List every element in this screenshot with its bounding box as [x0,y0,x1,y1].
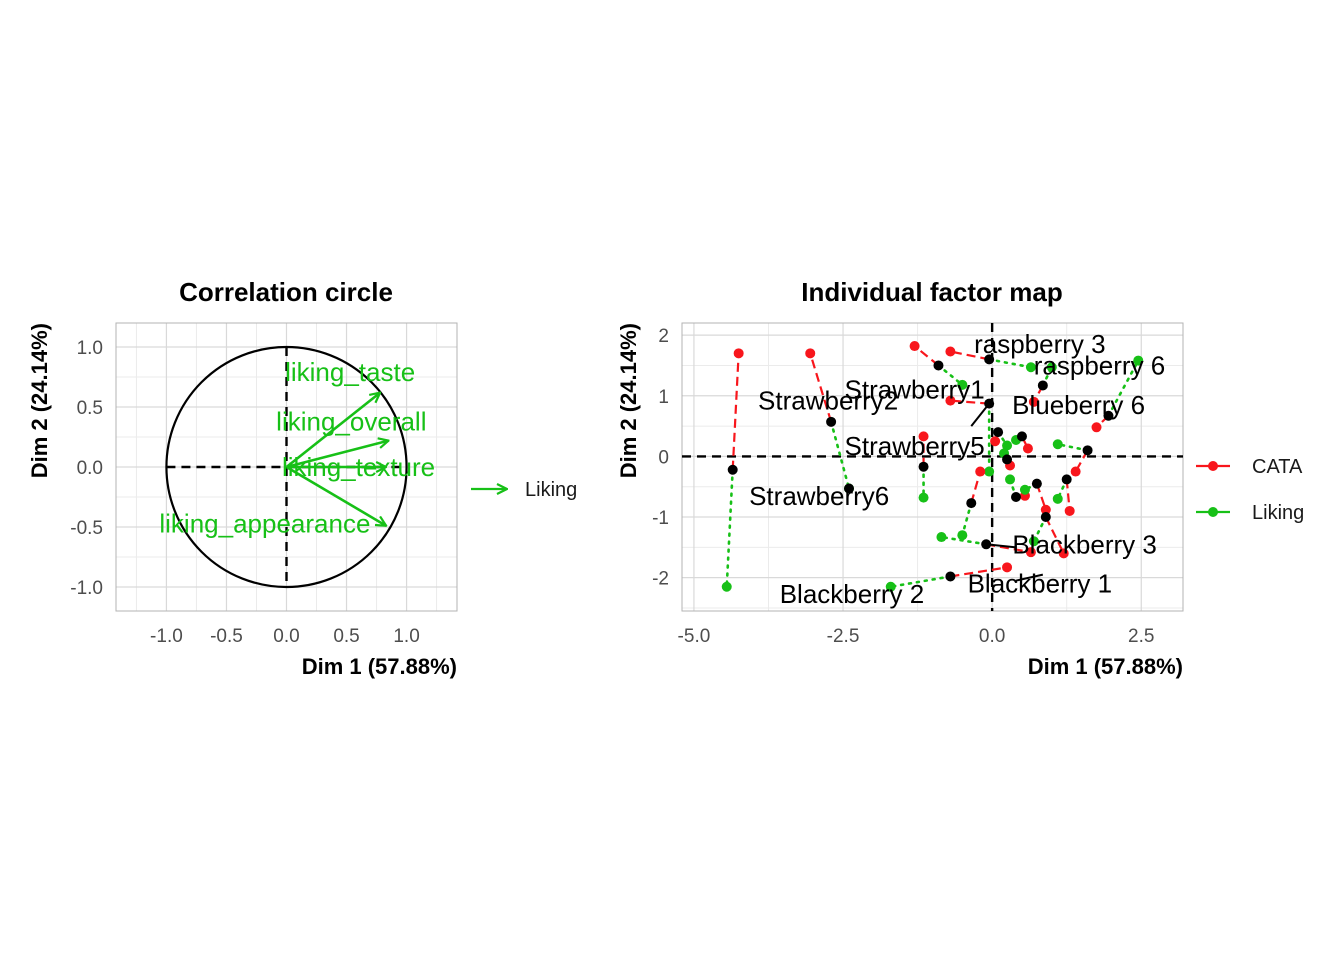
individual-mean-point [933,360,943,370]
cata-point [975,467,985,477]
individual-mean-point [993,427,1003,437]
left-legend-label: Liking [525,479,577,501]
vector-label-liking-appearance: liking_appearance [159,508,370,538]
right-x-tick-label: 0.0 [979,626,1005,647]
right-x-tick-label: 2.5 [1128,626,1154,647]
individual-mean-point [919,462,929,472]
individual-label: Strawberry1 [845,375,985,405]
right-y-tick-label: 1 [658,387,669,408]
left-x-axis-label: Dim 1 (57.88%) [302,654,457,679]
individual-mean-point [1002,454,1012,464]
individual-label: raspberry 6 [1034,350,1166,380]
right-y-tick-label: -1 [652,508,669,529]
left-x-tick-label: -0.5 [210,626,243,647]
left-y-tick-label: 1.0 [77,338,103,359]
cata-point [945,346,955,356]
cata-segment [733,353,739,469]
individual-mean-point [966,498,976,508]
vector-label-liking-texture: liking_texture [282,452,435,482]
left-x-tick-label: 0.0 [273,626,299,647]
vector-label-liking-overall: liking_overall [276,406,426,436]
legend-item-liking: Liking [1196,502,1304,524]
liking-point [1053,494,1063,504]
liking-segment [989,359,1031,367]
legend-item-cata: CATA [1196,456,1303,478]
vector-label-liking-taste: liking_taste [285,357,415,387]
cata-point [1071,467,1081,477]
individual-label: Strawberry6 [749,481,889,511]
left-y-tick-label: 0.0 [77,458,103,479]
label-leader-line [971,404,989,426]
left-chart-marks: liking_taste liking_overall liking_texture… [159,347,435,587]
liking-point [1020,485,1030,495]
individual-mean-point [1041,512,1051,522]
liking-point [1005,474,1015,484]
liking-point [722,582,732,592]
individual-label: Blackberry 1 [968,569,1113,599]
right-x-axis-label: Dim 1 (57.88%) [1028,654,1183,679]
right-y-axis-label: Dim 2 (24.14%) [616,323,641,478]
cata-point [910,341,920,351]
left-x-tick-label: -1.0 [150,626,183,647]
right-y-tick-label: 2 [658,326,669,347]
individual-label: Blackberry 2 [780,579,925,609]
left-x-tick-label: 1.0 [393,626,419,647]
liking-point [919,493,929,503]
cata-point [1023,444,1033,454]
cata-point [990,436,1000,446]
left-x-tick-label: 0.5 [333,626,359,647]
right-x-tick-label: -2.5 [827,626,860,647]
left-y-axis-label: Dim 2 (24.14%) [27,323,52,478]
liking-point [1053,439,1063,449]
right-y-tick-label: 0 [658,447,669,468]
right-x-tick-label: -5.0 [678,626,711,647]
legend-label-cata: CATA [1252,456,1303,478]
right-legend: CATA Liking [1196,456,1304,524]
liking-point [957,530,967,540]
cata-point [805,348,815,358]
left-chart-title: Correlation circle [179,277,393,307]
liking-segment [727,470,733,587]
individual-label: Strawberry5 [845,431,985,461]
individual-mean-point [826,417,836,427]
right-chart-title: Individual factor map [801,277,1063,307]
cata-point [1065,506,1075,516]
liking-point [936,532,946,542]
liking-legend-dot-icon [1208,507,1218,517]
individual-mean-point [1083,445,1093,455]
individual-mean-point [1062,474,1072,484]
individual-mean-point [945,571,955,581]
individual-mean-point [1017,431,1027,441]
liking-segment [962,503,971,535]
legend-label-liking: Liking [1252,502,1304,524]
individual-label: Blackberry 3 [1012,529,1157,559]
individual-factor-map-panel: Individual factor map Strawberry2Strawbe… [616,277,1304,679]
individual-mean-point [728,465,738,475]
left-y-tick-label: -1.0 [70,578,103,599]
cata-point [734,348,744,358]
left-y-tick-label: 0.5 [77,398,103,419]
left-legend: Liking [471,479,577,501]
individual-label: Blueberry 6 [1012,390,1145,420]
left-y-tick-label: -0.5 [70,518,103,539]
right-y-tick-label: -2 [652,569,669,590]
cata-legend-dot-icon [1208,461,1218,471]
cata-point [1092,422,1102,432]
individual-mean-point [1032,479,1042,489]
correlation-circle-panel: Correlation circle liking_taste liking_ov… [27,277,577,679]
liking-point [984,467,994,477]
individual-mean-point [1011,492,1021,502]
